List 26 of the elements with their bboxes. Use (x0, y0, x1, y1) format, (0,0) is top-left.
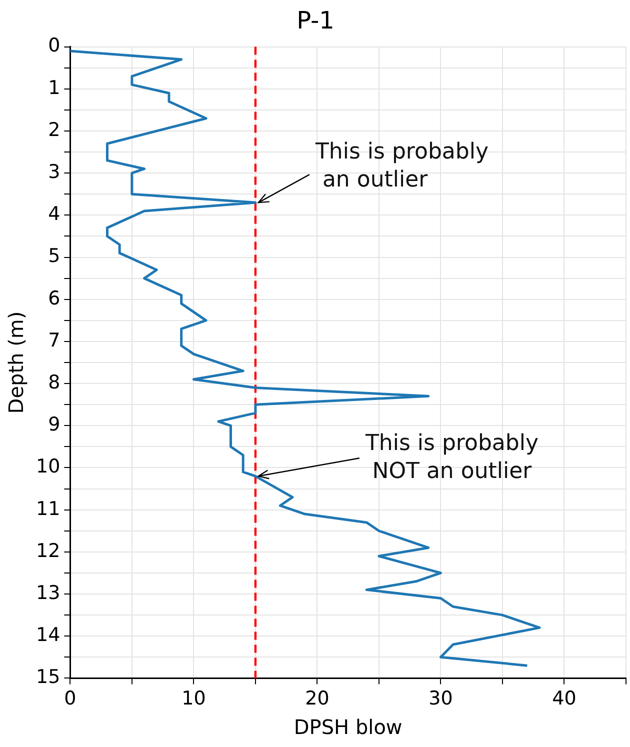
y-tick-label: 9 (48, 414, 60, 436)
annotation: This is probably an outlier (314, 139, 488, 192)
y-tick-label: 12 (36, 540, 60, 562)
y-tick-label: 1 (48, 76, 60, 99)
x-tick-label: 0 (64, 688, 76, 710)
y-tick-label: 0 (48, 34, 60, 57)
x-axis-title: DPSH blow (294, 715, 402, 740)
y-tick-label: 14 (36, 624, 60, 646)
y-tick-label: 4 (48, 203, 60, 226)
x-tick-label: 20 (305, 688, 330, 710)
x-tick-label: 10 (182, 688, 206, 710)
chart-title: P-1 (296, 6, 334, 35)
y-tick-label: 8 (48, 371, 60, 394)
y-tick-label: 2 (48, 118, 60, 141)
y-tick-label: 5 (48, 245, 60, 268)
y-tick-label: 11 (36, 498, 60, 520)
x-tick-label: 30 (428, 688, 453, 710)
y-tick-label: 10 (36, 456, 60, 478)
y-tick-label: 7 (48, 329, 60, 352)
y-tick-label: 3 (48, 161, 60, 184)
annotation: This is probably NOT an outlier (364, 430, 538, 484)
x-tick-label: 40 (552, 688, 576, 710)
y-tick-label: 13 (36, 582, 60, 604)
y-axis-title: Depth (m) (4, 311, 28, 414)
y-tick-label: 15 (36, 666, 60, 688)
y-tick-label: 6 (48, 287, 60, 310)
